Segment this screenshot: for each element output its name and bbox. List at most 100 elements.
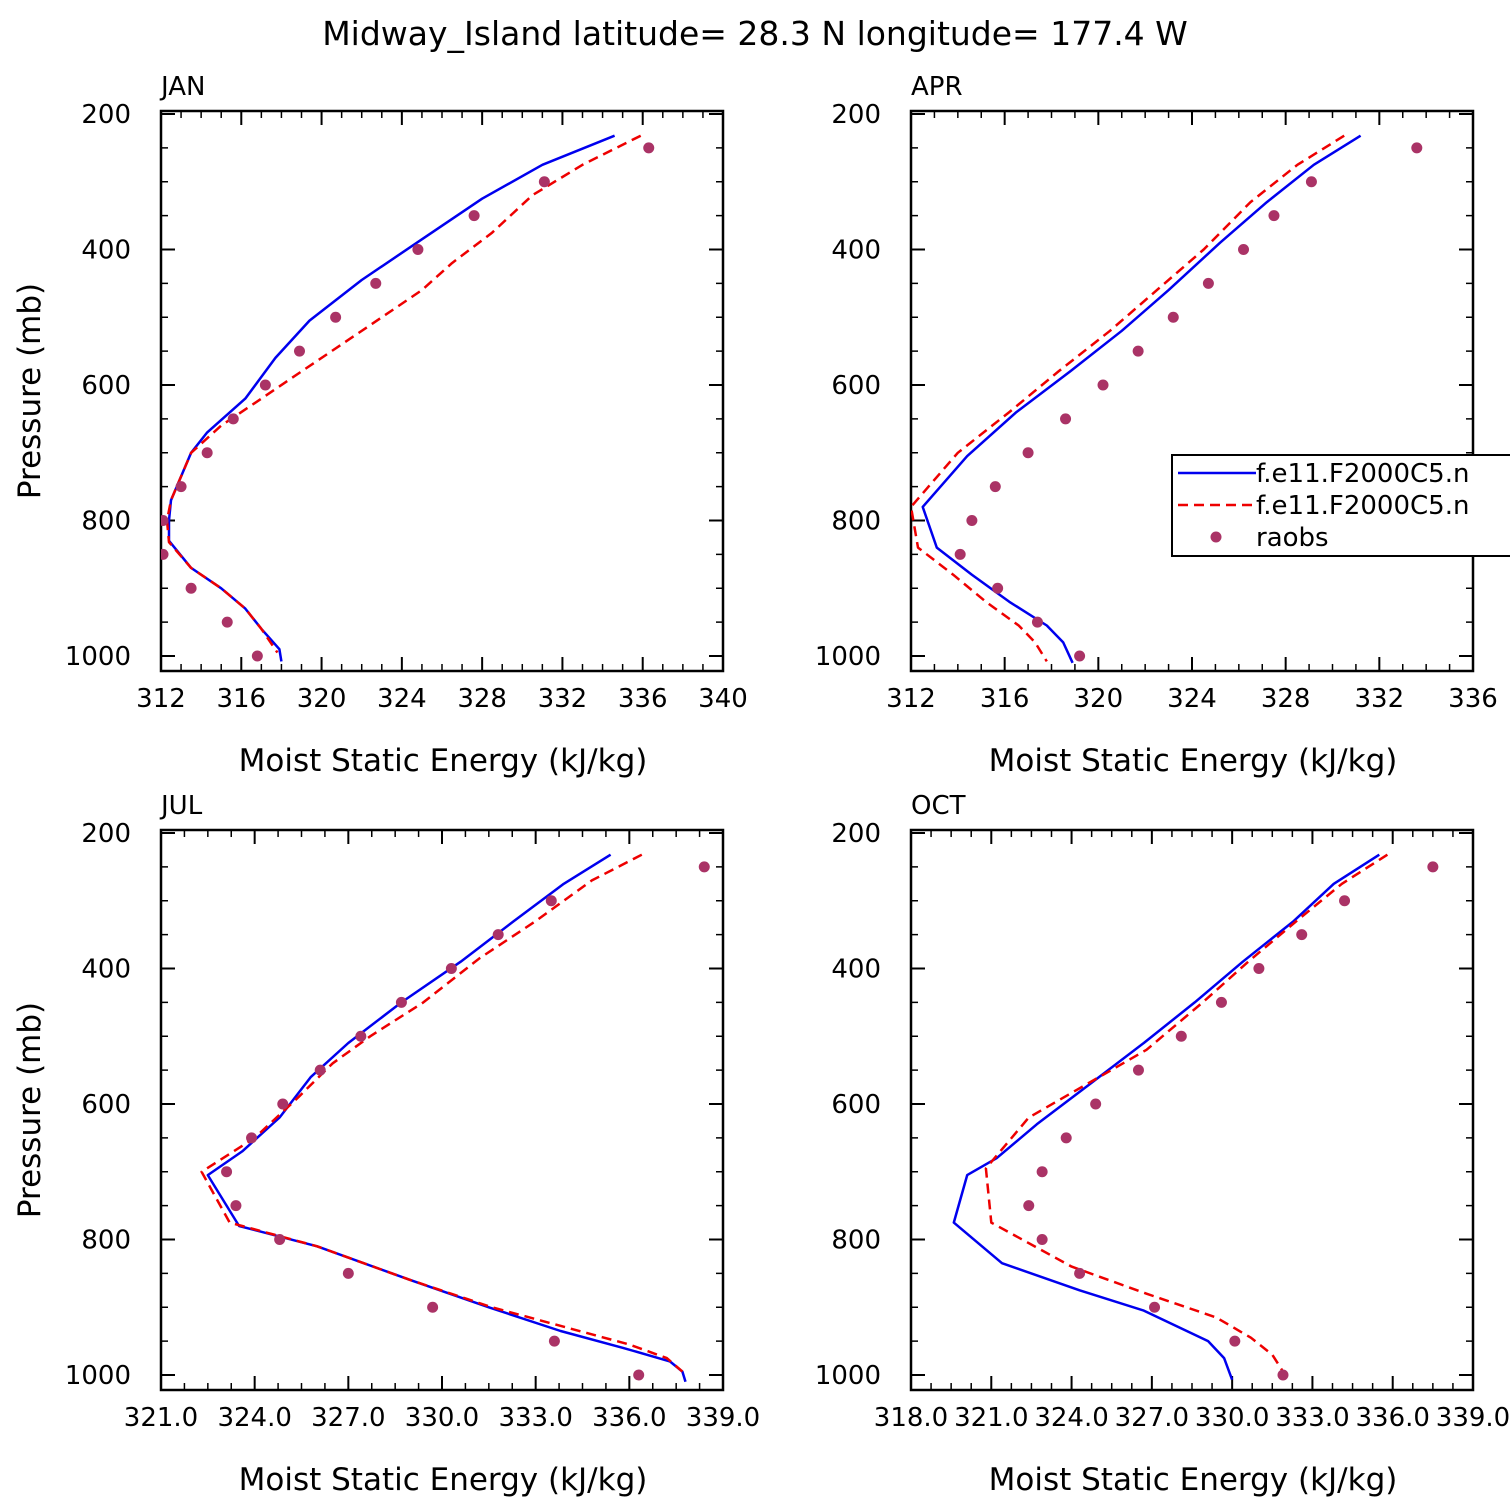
raobs-point [538, 176, 550, 188]
legend-label: f.e11.F2000C5.n [1256, 459, 1469, 489]
x-tick-label: 333.0 [1275, 1403, 1349, 1433]
y-tick-label: 400 [81, 236, 131, 266]
raobs-point [1277, 1369, 1289, 1381]
raobs-point [545, 895, 557, 907]
raobs-point [370, 277, 382, 289]
panel-jan: JAN 312 316 320 324 328 332 336 340 200 400 600 800 1… [12, 72, 748, 779]
raobs-point [1060, 1132, 1072, 1144]
x-tick-label: 324 [377, 684, 427, 714]
raobs-point [633, 1369, 645, 1381]
raobs-point [1036, 1234, 1048, 1245]
series-line-model-2 [911, 134, 1345, 663]
raobs-point [277, 1098, 289, 1110]
panel-label: APR [911, 72, 963, 102]
raobs-point [1132, 345, 1144, 357]
y-tick-label: 200 [81, 100, 131, 130]
series-line-model-2 [984, 853, 1389, 1373]
x-tick-label: 339.0 [686, 1403, 760, 1433]
legend-label: raobs [1256, 523, 1329, 553]
panel-apr: APR 312 316 320 324 328 332 336 200 400 600 800 1000… [815, 72, 1498, 779]
raobs-point [342, 1267, 354, 1279]
y-tick-label: 400 [831, 955, 881, 985]
y-tick-label: 400 [831, 236, 881, 266]
panel-jul: JUL 321.0 324.0 327.0 330.0 333.0 336.0 339.0 20… [12, 791, 760, 1498]
panel-label: JUL [159, 791, 203, 821]
figure-title: Midway_Island latitude= 28.3 N longitude… [322, 14, 1188, 53]
raobs-point [1411, 142, 1423, 154]
plot-frame [909, 828, 1475, 1392]
y-tick-label: 200 [81, 819, 131, 849]
raobs-point [1022, 447, 1034, 459]
raobs-point [161, 515, 169, 526]
y-tick-label: 600 [81, 1090, 131, 1120]
y-tick-label: 1000 [815, 642, 881, 672]
y-tick-label: 600 [831, 1090, 881, 1120]
y-tick-label: 200 [831, 819, 881, 849]
raobs-point [395, 996, 407, 1008]
x-tick-label: 330.0 [405, 1403, 479, 1433]
raobs-point [293, 345, 305, 357]
raobs-point [1074, 1267, 1086, 1279]
x-tick-label: 332 [538, 684, 588, 714]
series-line-model-1 [167, 134, 616, 662]
raobs-point [1074, 650, 1086, 662]
x-tick-label: 327.0 [1115, 1403, 1189, 1433]
series-group [200, 853, 710, 1383]
y-tick-label: 800 [831, 1226, 881, 1256]
raobs-point [1149, 1301, 1161, 1313]
raobs-point [1238, 244, 1250, 255]
raobs-point [227, 413, 239, 425]
y-tick-label: 200 [831, 100, 881, 130]
panel-label: JAN [159, 72, 205, 102]
panel-label: OCT [911, 791, 966, 821]
raobs-point [246, 1132, 258, 1144]
series-line-model-2 [165, 134, 642, 654]
raobs-point [1229, 1335, 1241, 1347]
x-axis-label: Moist Static Energy (kJ/kg) [239, 743, 648, 779]
x-tick-label: 324 [1167, 684, 1217, 714]
x-tick-label: 340 [698, 684, 748, 714]
x-tick-label: 320 [297, 684, 347, 714]
series-line-model-1 [921, 134, 1362, 664]
raobs-point [643, 142, 655, 154]
raobs-point [1268, 210, 1280, 222]
x-tick-label: 318.0 [874, 1403, 948, 1433]
raobs-point [1031, 616, 1043, 628]
x-tick-label: 330.0 [1195, 1403, 1269, 1433]
x-axis-label: Moist Static Energy (kJ/kg) [239, 1462, 648, 1498]
legend-marker [1210, 531, 1222, 543]
raobs-point [330, 311, 342, 323]
raobs-point [274, 1234, 286, 1245]
x-tick-label: 324.0 [217, 1403, 291, 1433]
y-tick-label: 1000 [65, 1361, 131, 1391]
x-tick-label: 328 [1261, 684, 1311, 714]
raobs-point [1253, 963, 1265, 974]
plot-frame [159, 109, 725, 673]
x-tick-label: 336 [1448, 684, 1498, 714]
x-tick-label: 316 [980, 684, 1030, 714]
raobs-point [175, 481, 187, 493]
raobs-point [1296, 929, 1308, 941]
series-line-model-2 [200, 853, 684, 1373]
raobs-point [1090, 1098, 1102, 1110]
x-tick-label: 324.0 [1034, 1403, 1108, 1433]
raobs-point [1060, 413, 1072, 425]
y-axis-label: Pressure (mb) [12, 1002, 48, 1218]
y-tick-label: 800 [81, 507, 131, 537]
raobs-point [1023, 1200, 1035, 1212]
x-tick-label: 321.0 [954, 1403, 1028, 1433]
raobs-point [1427, 861, 1439, 873]
y-tick-label: 1000 [65, 642, 131, 672]
raobs-point [445, 963, 457, 974]
raobs-point [992, 582, 1004, 594]
raobs-point [468, 210, 480, 222]
x-tick-label: 312 [136, 684, 186, 714]
raobs-point [1132, 1064, 1144, 1076]
x-tick-label: 321.0 [124, 1403, 198, 1433]
x-tick-label: 333.0 [498, 1403, 572, 1433]
raobs-point [185, 582, 197, 594]
raobs-point [201, 447, 213, 459]
raobs-point [966, 515, 978, 526]
raobs-point [492, 929, 504, 941]
